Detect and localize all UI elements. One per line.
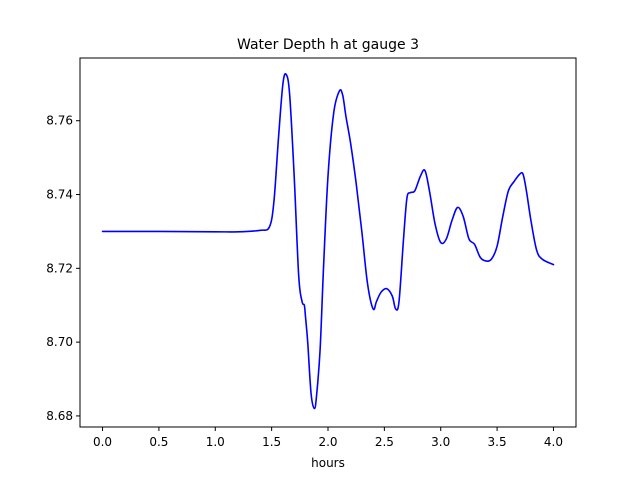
x-tick-label: 2.5 [375, 435, 394, 449]
x-tick-label: 0.5 [149, 435, 168, 449]
chart-title: Water Depth h at gauge 3 [237, 37, 419, 53]
series-line-0 [101, 72, 555, 410]
x-tick-label: 1.0 [206, 435, 225, 449]
y-tick-label: 8.76 [46, 114, 73, 128]
y-tick-label: 8.74 [46, 188, 73, 202]
plot-area-frame [79, 57, 577, 428]
x-tick-label: 0.0 [93, 435, 112, 449]
y-tick-label: 8.68 [46, 409, 73, 423]
x-axis-ticks: 0.0 0.5 1.0 1.5 2.0 2.5 3.0 3.5 4.0 [93, 427, 563, 449]
x-axis-title: hours [311, 456, 345, 470]
x-tick-label: 3.5 [488, 435, 507, 449]
series-layer [101, 72, 555, 410]
x-tick-label: 3.0 [431, 435, 450, 449]
y-axis-ticks: 8.68 8.70 8.72 8.74 8.76 [46, 114, 80, 423]
y-tick-label: 8.72 [46, 261, 73, 275]
x-tick-label: 1.5 [262, 435, 281, 449]
x-tick-label: 4.0 [544, 435, 563, 449]
x-tick-label: 2.0 [318, 435, 337, 449]
y-tick-label: 8.70 [46, 335, 73, 349]
